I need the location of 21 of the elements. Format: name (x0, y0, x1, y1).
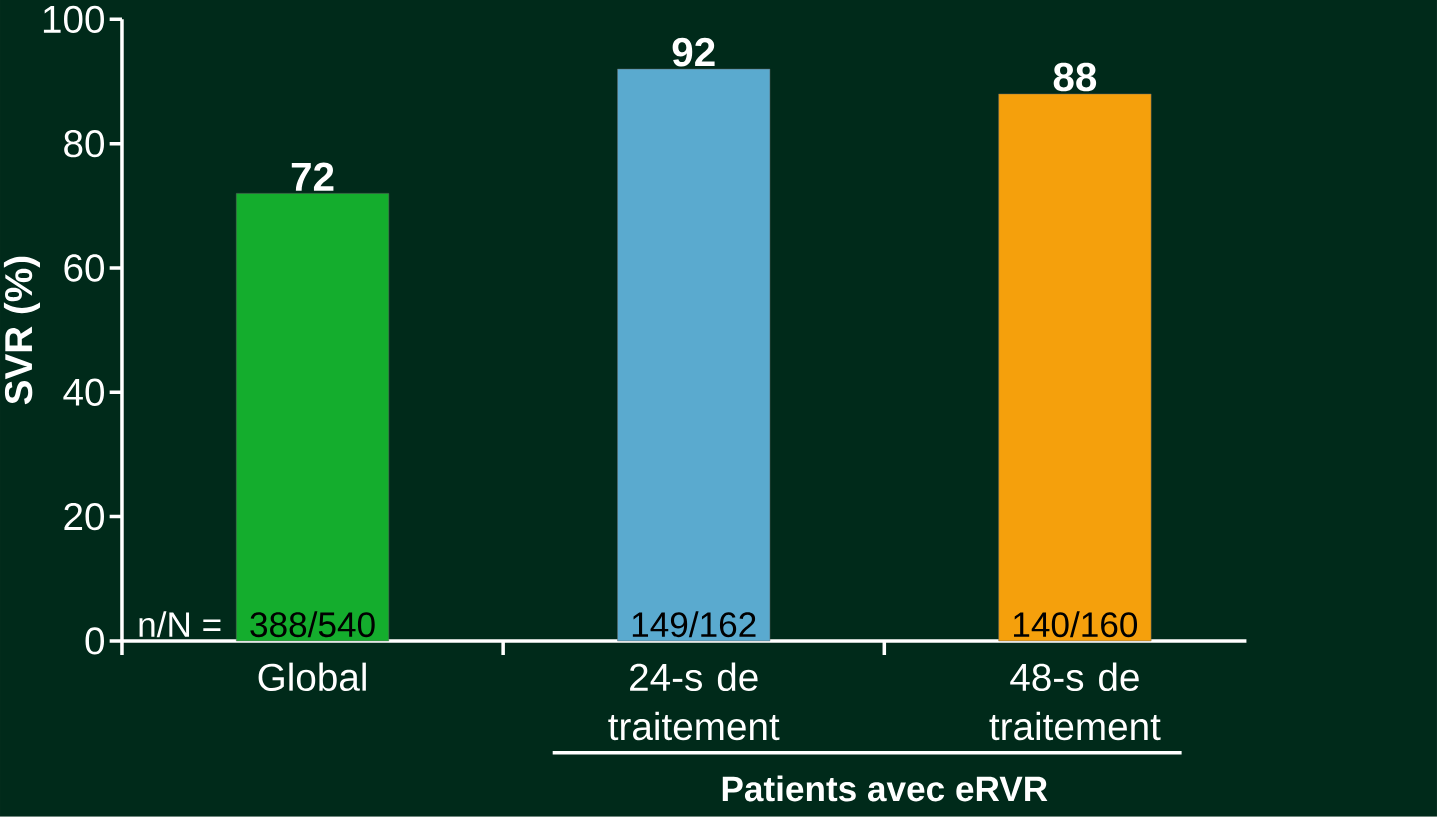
data-label: 88 (1053, 62, 1097, 92)
y-tick-label: 60 (64, 254, 104, 282)
bar (617, 68, 771, 642)
data-label: 92 (672, 37, 715, 67)
x-axis-title: Patients avec eRVR (722, 775, 1048, 802)
annotation: n/N = (139, 611, 221, 638)
y-axis-title: SVR (%) (3, 256, 40, 405)
annotation: 388/540 (250, 611, 375, 638)
x-tick-label: 24-s de traitement (608, 662, 780, 741)
bar (998, 93, 1152, 642)
bar (236, 193, 390, 642)
y-tick-label: 20 (64, 503, 104, 531)
y-tick-label: 40 (63, 378, 104, 407)
annotation: 140/160 (1014, 611, 1138, 638)
annotation: 149/162 (632, 611, 756, 638)
y-tick-label: 80 (64, 130, 104, 158)
x-tick-label: Global (258, 662, 366, 692)
data-label: 72 (291, 162, 334, 191)
y-tick-label: 0 (85, 627, 105, 655)
x-tick-label: 48-s de traitement (989, 662, 1161, 741)
y-tick-label: 100 (43, 5, 104, 34)
